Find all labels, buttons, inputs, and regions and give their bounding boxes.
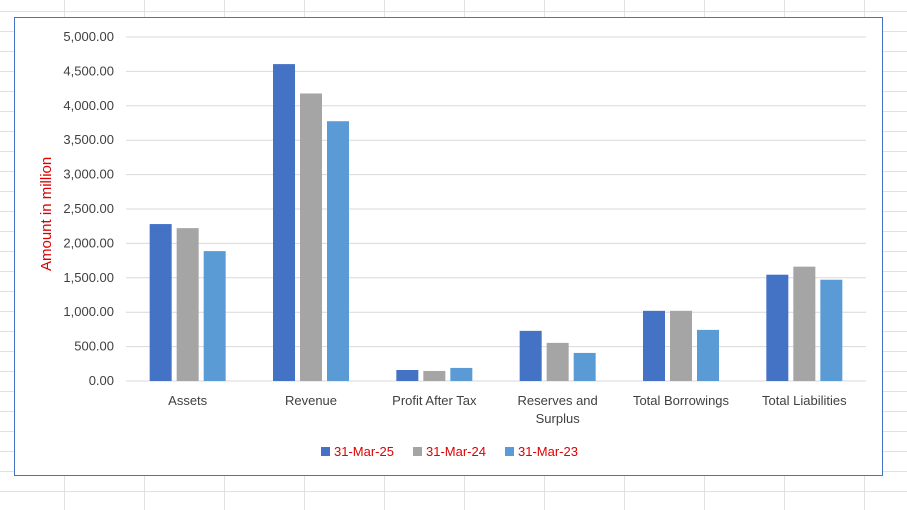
bar-31-Mar-25 — [149, 224, 172, 381]
x-tick-label: Total Liabilities — [762, 393, 847, 408]
x-tick-label: Revenue — [285, 393, 337, 408]
bar-31-Mar-23 — [697, 329, 719, 381]
y-axis-title: Amount in million — [38, 157, 55, 271]
y-tick-label: 2,500.00 — [63, 201, 114, 216]
y-tick-label: 0.00 — [89, 373, 114, 388]
bar-31-Mar-24 — [423, 370, 446, 381]
bar-31-Mar-23 — [820, 279, 843, 381]
bar-chart: 0.00 500.00 1,000.00 1,500.00 2,000.00 2,500.… — [38, 29, 866, 459]
y-tick-label: 4,000.00 — [63, 98, 114, 113]
bar-31-Mar-23 — [203, 251, 226, 381]
legend-swatch — [413, 447, 422, 456]
legend-label: 31-Mar-23 — [518, 444, 578, 459]
y-tick-label: 3,000.00 — [63, 167, 114, 182]
bar-31-Mar-25 — [273, 64, 295, 381]
legend-swatch — [505, 447, 514, 456]
y-tick-label: 5,000.00 — [63, 29, 114, 44]
x-tick-label: Surplus — [536, 411, 581, 426]
bar-31-Mar-25 — [766, 274, 789, 381]
bar-31-Mar-23 — [450, 367, 473, 381]
bar-31-Mar-24 — [300, 93, 322, 381]
x-tick-label: Profit After Tax — [392, 393, 477, 408]
bar-31-Mar-25 — [519, 330, 542, 381]
bar-31-Mar-25 — [396, 369, 419, 381]
y-tick-label: 3,500.00 — [63, 132, 114, 147]
x-tick-label: Assets — [168, 393, 208, 408]
legend-label: 31-Mar-25 — [334, 444, 394, 459]
y-tick-label: 1,500.00 — [63, 270, 114, 285]
bar-31-Mar-24 — [546, 342, 569, 381]
bar-31-Mar-23 — [327, 121, 349, 382]
x-tick-label: Total Borrowings — [633, 393, 730, 408]
bar-31-Mar-24 — [670, 310, 692, 381]
y-tick-label: 1,000.00 — [63, 304, 114, 319]
bar-31-Mar-23 — [573, 352, 596, 381]
y-tick-label: 2,000.00 — [63, 235, 114, 250]
chart-area[interactable]: 0.00 500.00 1,000.00 1,500.00 2,000.00 2,500.… — [14, 17, 883, 476]
bar-31-Mar-24 — [176, 228, 199, 381]
bar-31-Mar-24 — [793, 266, 816, 381]
y-tick-label: 4,500.00 — [63, 63, 114, 78]
legend-swatch — [321, 447, 330, 456]
legend-label: 31-Mar-24 — [426, 444, 486, 459]
y-tick-label: 500.00 — [74, 339, 114, 354]
x-tick-label: Reserves and — [518, 393, 598, 408]
bar-31-Mar-25 — [643, 310, 665, 381]
